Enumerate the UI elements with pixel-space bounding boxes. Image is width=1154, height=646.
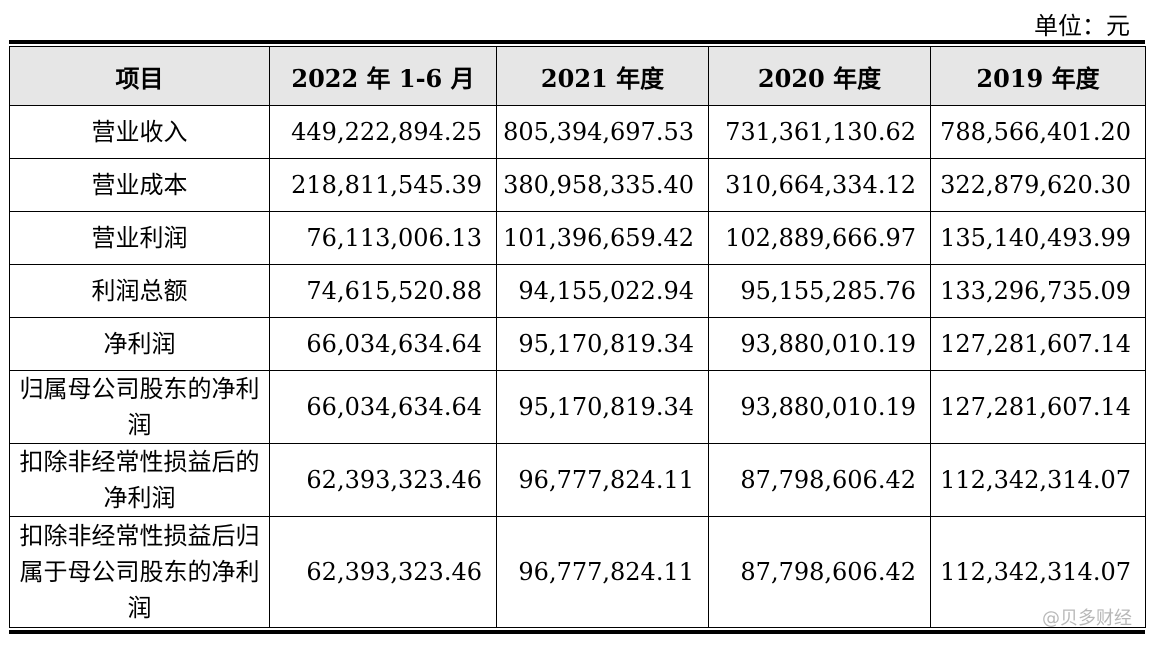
row-label: 扣除非经常性损益后归属于母公司股东的净利润 [9, 516, 270, 628]
header-item: 项目 [9, 46, 270, 106]
cell-value: 96,777,824.11 [496, 516, 709, 628]
cell-value: 96,777,824.11 [496, 443, 709, 517]
financial-table-container: 项目 2022 年 1-6 月 2021 年度 2020 年度 2019 年度 … [9, 40, 1146, 634]
header-row: 项目 2022 年 1-6 月 2021 年度 2020 年度 2019 年度 [9, 46, 1146, 106]
cell-value: 76,113,006.13 [269, 211, 497, 265]
row-label: 归属母公司股东的净利润 [9, 370, 270, 444]
cell-value: 112,342,314.07 [930, 516, 1146, 628]
unit-label: 单位：元 [1034, 12, 1130, 40]
cell-value: 133,296,735.09 [930, 264, 1146, 318]
cell-value: 93,880,010.19 [708, 370, 931, 444]
cell-value: 94,155,022.94 [496, 264, 709, 318]
cell-value: 135,140,493.99 [930, 211, 1146, 265]
cell-value: 101,396,659.42 [496, 211, 709, 265]
cell-value: 95,170,819.34 [496, 370, 709, 444]
header-2022h1: 2022 年 1-6 月 [269, 46, 497, 106]
table-row: 扣除非经常性损益后归属于母公司股东的净利润 62,393,323.46 96,7… [9, 516, 1146, 628]
cell-value: 62,393,323.46 [269, 443, 497, 517]
cell-value: 127,281,607.14 [930, 317, 1146, 371]
row-label: 扣除非经常性损益后的净利润 [9, 443, 270, 517]
table-row: 净利润 66,034,634.64 95,170,819.34 93,880,0… [9, 317, 1146, 371]
header-2019: 2019 年度 [930, 46, 1146, 106]
cell-value: 95,170,819.34 [496, 317, 709, 371]
cell-value: 95,155,285.76 [708, 264, 931, 318]
table-row: 营业成本 218,811,545.39 380,958,335.40 310,6… [9, 158, 1146, 212]
table-top-rule [9, 40, 1145, 44]
row-label: 净利润 [9, 317, 270, 371]
cell-value: 788,566,401.20 [930, 105, 1146, 159]
cell-value: 449,222,894.25 [269, 105, 497, 159]
header-2021: 2021 年度 [496, 46, 709, 106]
row-label: 利润总额 [9, 264, 270, 318]
cell-value: 87,798,606.42 [708, 443, 931, 517]
cell-value: 66,034,634.64 [269, 317, 497, 371]
cell-value: 731,361,130.62 [708, 105, 931, 159]
cell-value: 102,889,666.97 [708, 211, 931, 265]
row-label: 营业成本 [9, 158, 270, 212]
table-row: 营业利润 76,113,006.13 101,396,659.42 102,88… [9, 211, 1146, 265]
cell-value: 380,958,335.40 [496, 158, 709, 212]
table-row: 归属母公司股东的净利润 66,034,634.64 95,170,819.34 … [9, 370, 1146, 444]
cell-value: 310,664,334.12 [708, 158, 931, 212]
table-bottom-rule [9, 630, 1145, 634]
financial-table: 项目 2022 年 1-6 月 2021 年度 2020 年度 2019 年度 … [9, 46, 1146, 628]
cell-value: 62,393,323.46 [269, 516, 497, 628]
cell-value: 127,281,607.14 [930, 370, 1146, 444]
watermark: @贝多财经 [1042, 608, 1132, 629]
cell-value: 87,798,606.42 [708, 516, 931, 628]
row-label: 营业收入 [9, 105, 270, 159]
cell-value: 93,880,010.19 [708, 317, 931, 371]
cell-value: 66,034,634.64 [269, 370, 497, 444]
cell-value: 805,394,697.53 [496, 105, 709, 159]
table-row: 扣除非经常性损益后的净利润 62,393,323.46 96,777,824.1… [9, 443, 1146, 517]
cell-value: 112,342,314.07 [930, 443, 1146, 517]
table-row: 营业收入 449,222,894.25 805,394,697.53 731,3… [9, 105, 1146, 159]
row-label: 营业利润 [9, 211, 270, 265]
table-row: 利润总额 74,615,520.88 94,155,022.94 95,155,… [9, 264, 1146, 318]
cell-value: 218,811,545.39 [269, 158, 497, 212]
cell-value: 322,879,620.30 [930, 158, 1146, 212]
cell-value: 74,615,520.88 [269, 264, 497, 318]
header-2020: 2020 年度 [708, 46, 931, 106]
